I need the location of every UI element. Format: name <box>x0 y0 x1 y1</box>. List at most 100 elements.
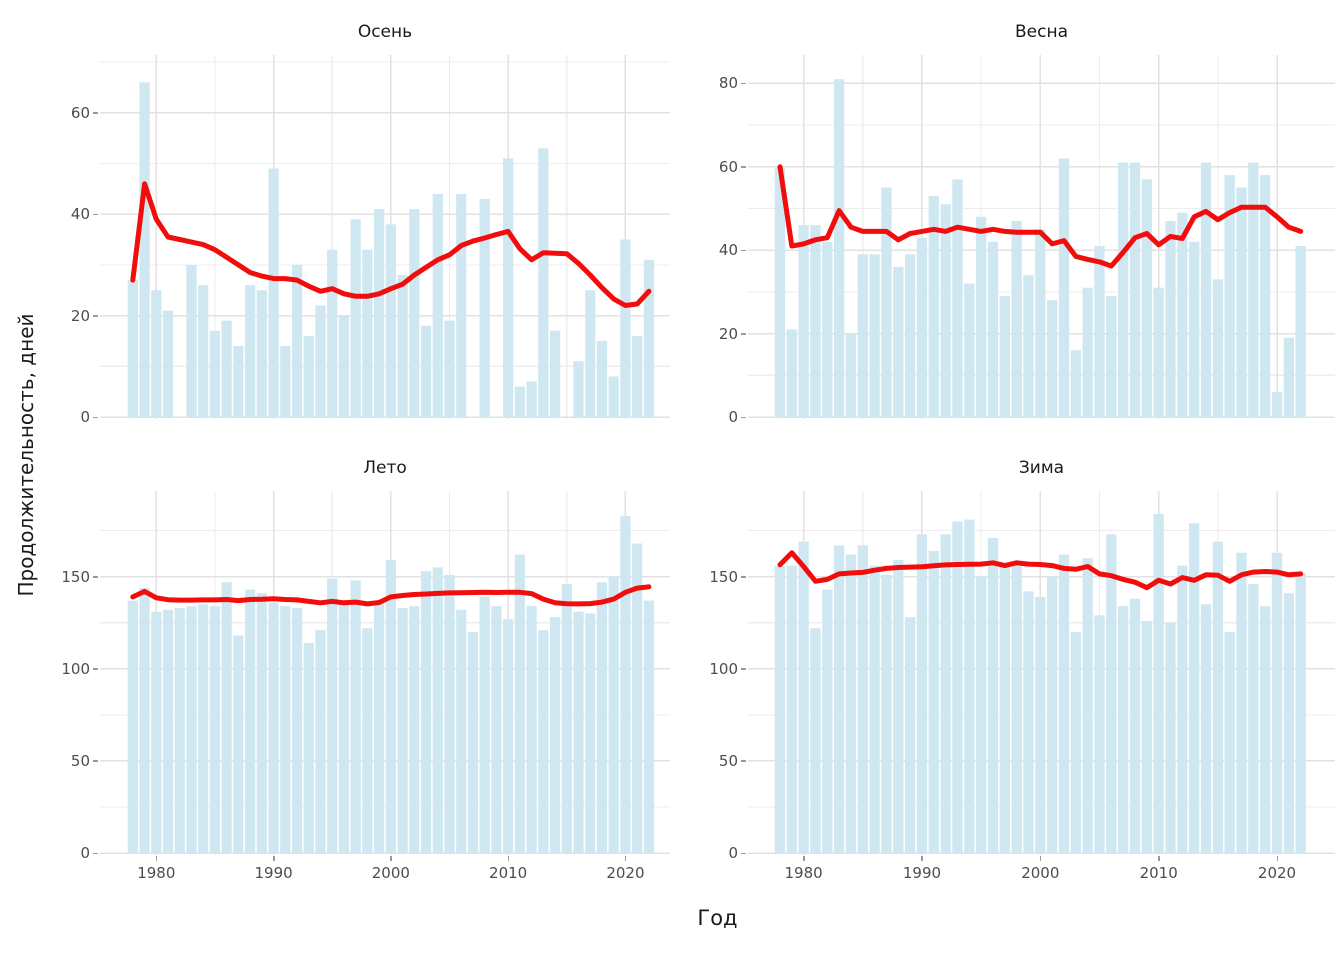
bar-Весна-1991 <box>928 195 939 417</box>
x-tick-label: 2020 <box>606 864 645 882</box>
y-tick-mark <box>741 82 746 85</box>
bar-Осень-1998 <box>362 249 373 417</box>
x-tick-mark <box>507 856 510 861</box>
bar-Весна-2005 <box>1094 246 1105 417</box>
bar-Зима-2020 <box>1271 552 1283 853</box>
y-tick-mark <box>741 576 746 578</box>
y-tick-label: 0 <box>728 408 738 426</box>
bar-Осень-2003 <box>420 325 432 417</box>
bar-Весна-2010 <box>1153 287 1164 417</box>
x-tick-label: 1980 <box>784 864 823 882</box>
bar-Весна-1983 <box>833 79 845 417</box>
bar-Осень-1989 <box>256 290 267 417</box>
bar-Весна-1987 <box>881 187 892 417</box>
bar-Весна-2020 <box>1271 391 1283 417</box>
bar-Зима-2003 <box>1070 631 1081 853</box>
x-tick-label: 2010 <box>1139 864 1178 882</box>
bar-Осень-1983 <box>186 264 197 417</box>
bar-Осень-2020 <box>620 239 631 417</box>
bar-Осень-2022 <box>643 259 654 417</box>
y-tick-mark <box>741 166 746 168</box>
x-tick-mark <box>390 856 392 861</box>
bar-Осень-2014 <box>549 330 561 417</box>
bar-Лето-1998 <box>362 628 373 853</box>
bar-Зима-1995 <box>976 576 987 853</box>
bar-Лето-1988 <box>245 589 256 853</box>
bar-Зима-2001 <box>1047 576 1058 853</box>
bar-Весна-1980 <box>798 225 809 417</box>
bar-Лето-2019 <box>608 576 619 853</box>
bar-Лето-1986 <box>221 582 232 853</box>
bar-Зима-2002 <box>1058 554 1070 853</box>
bar-Зима-2004 <box>1082 558 1093 853</box>
bar-Лето-1981 <box>162 609 174 853</box>
bar-Весна-1981 <box>810 225 821 417</box>
bar-Осень-1984 <box>198 285 209 417</box>
y-tick-label: 60 <box>718 157 738 176</box>
bar-Весна-2002 <box>1058 158 1070 417</box>
bar-Осень-1993 <box>303 335 314 417</box>
bar-Осень-1979 <box>139 82 150 417</box>
trend-line-Зима <box>777 550 1304 591</box>
bar-Осень-2004 <box>432 193 443 417</box>
bar-Осень-1986 <box>221 320 232 417</box>
bar-Лето-2013 <box>538 630 549 853</box>
bar-Зима-1990 <box>916 534 928 853</box>
bar-Осень-1994 <box>315 305 326 417</box>
facet-title-spring: Весна <box>1014 22 1068 42</box>
bar-Осень-1992 <box>291 264 303 417</box>
bar-Зима-2010 <box>1153 514 1164 853</box>
bar-Осень-2008 <box>479 198 490 417</box>
bar-Осень-2017 <box>585 290 596 417</box>
bar-Зима-1988 <box>893 560 904 853</box>
bar-Весна-2000 <box>1035 229 1046 417</box>
y-tick-mark <box>741 852 746 854</box>
bar-Весна-2017 <box>1236 187 1247 417</box>
bar-Осень-2002 <box>409 209 420 417</box>
bar-Лето-1990 <box>268 602 279 853</box>
bar-Зима-2013 <box>1189 523 1200 853</box>
bar-Зима-2017 <box>1236 552 1247 853</box>
bar-Осень-1991 <box>280 346 291 417</box>
bar-Зима-2014 <box>1200 604 1212 853</box>
x-tick-label: 2000 <box>1021 864 1060 882</box>
bar-Лето-2004 <box>432 567 443 853</box>
bar-Весна-2016 <box>1224 175 1235 417</box>
bar-Лето-1987 <box>233 635 244 853</box>
bar-Зима-2008 <box>1129 598 1141 853</box>
bar-Весна-2006 <box>1106 296 1117 417</box>
bar-Лето-2000 <box>385 560 396 853</box>
bar-Лето-2001 <box>397 607 408 853</box>
bar-Зима-1987 <box>881 574 892 853</box>
x-tick-label: 2000 <box>371 864 410 882</box>
bar-Весна-1989 <box>904 254 916 417</box>
bar-Весна-1995 <box>976 216 987 417</box>
bar-Зима-1991 <box>928 550 939 853</box>
bar-Лето-1995 <box>327 578 338 853</box>
y-tick-label: 50 <box>70 751 90 770</box>
bar-Лето-1999 <box>374 600 385 853</box>
plot-panel-Зима <box>748 491 1335 855</box>
y-tick-mark <box>93 416 98 418</box>
bar-Весна-2014 <box>1200 162 1212 417</box>
y-tick-label: 60 <box>70 103 90 122</box>
bar-Лето-2012 <box>526 606 537 853</box>
bar-Зима-1982 <box>822 589 833 853</box>
bar-Лето-2003 <box>420 571 432 853</box>
bar-Лето-2015 <box>561 584 572 853</box>
y-tick-label: 0 <box>80 408 90 426</box>
bar-Весна-1988 <box>893 266 904 417</box>
bar-Лето-2006 <box>456 609 467 853</box>
y-tick-label: 150 <box>61 567 90 586</box>
y-tick-mark <box>93 760 98 762</box>
bar-Лето-1991 <box>280 606 291 853</box>
bar-Весна-1994 <box>964 283 975 417</box>
bar-Зима-1989 <box>904 617 916 853</box>
y-tick-mark <box>741 249 746 252</box>
bar-Лето-2020 <box>620 515 631 853</box>
y-tick-label: 20 <box>70 306 90 325</box>
bar-Осень-2010 <box>503 158 514 417</box>
bar-Осень-1985 <box>209 330 221 417</box>
bar-Зима-1981 <box>810 628 821 853</box>
x-tick-label: 1990 <box>902 864 942 882</box>
